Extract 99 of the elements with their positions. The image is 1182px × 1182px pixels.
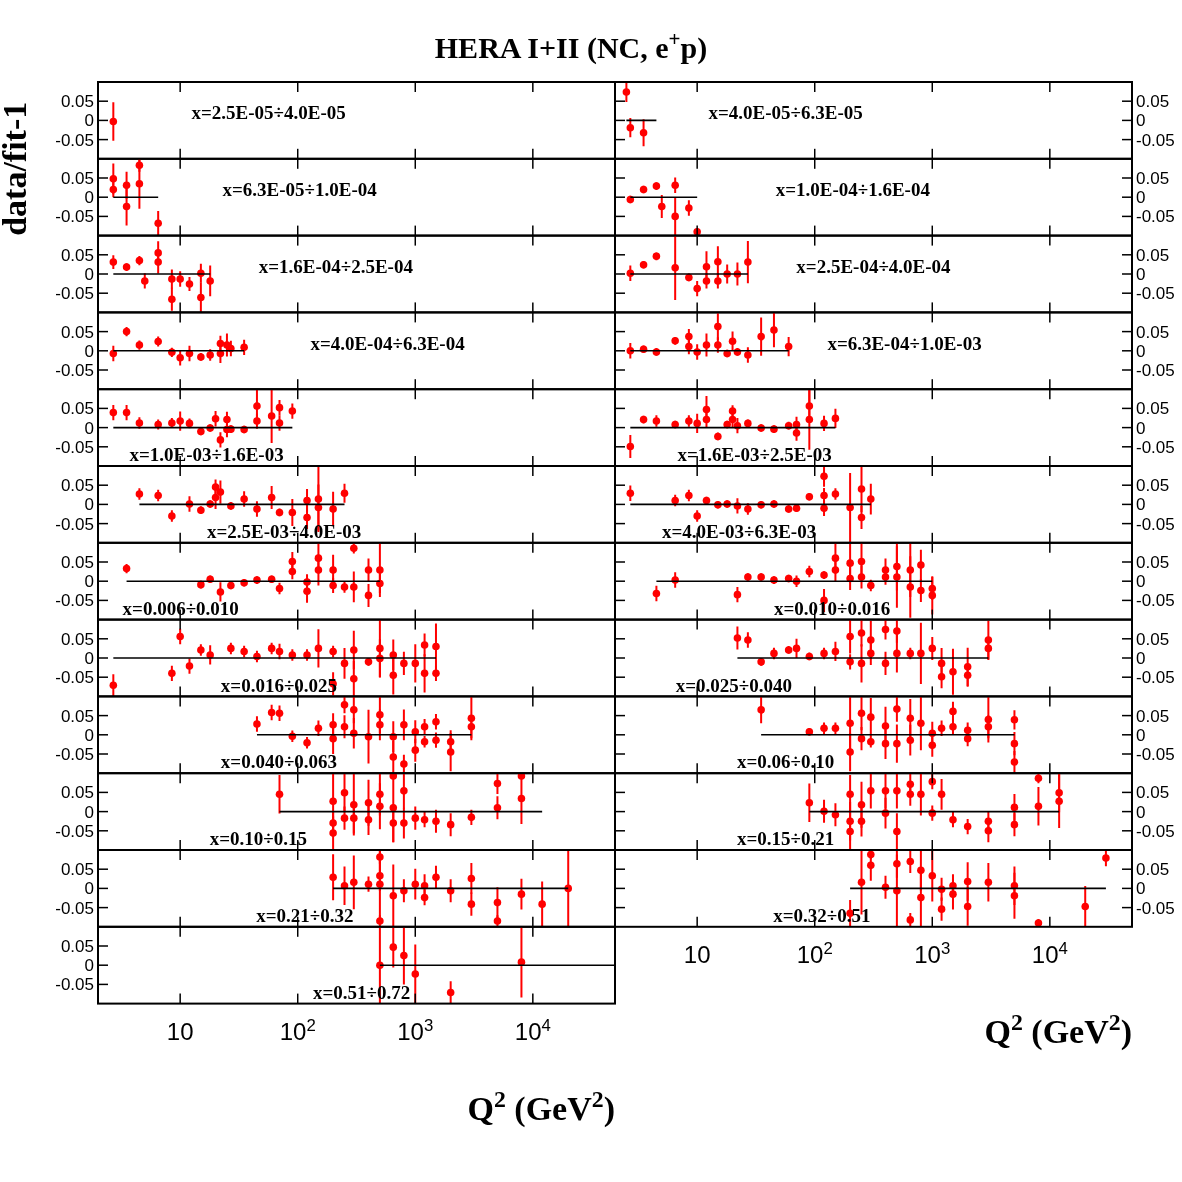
y-tick-label: 0.05 <box>60 783 94 803</box>
y-tick-label: -0.05 <box>1136 284 1175 304</box>
annotation: x=2.5E-05÷4.0E-05 <box>191 102 346 124</box>
y-tick-label: -0.05 <box>1136 898 1175 918</box>
y-tick-label: -0.05 <box>55 437 94 457</box>
y-tick-label: 0 <box>1136 495 1146 515</box>
chart-title: HERA I+II (NC, e$^{+}$p) <box>434 27 708 65</box>
y-tick-label: 0 <box>84 495 94 515</box>
annotation: x=0.06÷0.10 <box>736 751 835 773</box>
annotation: x=4.0E-03÷6.3E-03 <box>661 520 817 542</box>
y-tick-label: -0.05 <box>55 514 94 534</box>
x-tick-label: 10 <box>166 1017 194 1045</box>
y-tick-label: 0 <box>1136 111 1146 131</box>
x-axis-title: Q$^{2}$ (GeV$^{2}$) <box>467 1085 615 1128</box>
y-tick-label: 0 <box>1136 572 1146 592</box>
y-tick-label: -0.05 <box>55 207 94 227</box>
y-axis-title: data/fit-1 <box>0 101 33 236</box>
y-tick-label: 0.05 <box>1136 92 1170 112</box>
y-tick-label: -0.05 <box>1136 668 1175 688</box>
x-tick-label: 10 <box>683 940 711 968</box>
x-tick-label: 10$^{3}$ <box>914 938 951 968</box>
y-tick-label: 0.05 <box>1136 552 1170 572</box>
y-tick-label: 0.05 <box>1136 629 1170 649</box>
y-tick-label: 0 <box>84 418 94 438</box>
y-tick-label: 0 <box>1136 879 1146 899</box>
y-tick-label: -0.05 <box>55 360 94 380</box>
y-tick-label: 0 <box>84 725 94 745</box>
y-tick-label: 0.05 <box>1136 476 1170 496</box>
y-tick-label: -0.05 <box>55 130 94 150</box>
annotation: x=6.3E-04÷1.0E-03 <box>827 332 982 354</box>
y-tick-label: 0 <box>84 264 94 284</box>
annotation: x=0.025÷0.040 <box>675 674 793 696</box>
y-tick-label: -0.05 <box>1136 821 1175 841</box>
annotation: x=1.6E-04÷2.5E-04 <box>258 255 414 277</box>
x-tick-label: 10$^{2}$ <box>279 1015 316 1045</box>
y-tick-label: 0 <box>84 956 94 976</box>
y-tick-label: 0 <box>1136 648 1146 668</box>
y-tick-label: -0.05 <box>1136 360 1175 380</box>
y-tick-label: 0 <box>84 572 94 592</box>
x-axis-title: Q$^{2}$ (GeV$^{2}$) <box>984 1008 1132 1051</box>
y-tick-label: 0 <box>1136 725 1146 745</box>
y-tick-label: -0.05 <box>55 975 94 995</box>
y-tick-label: -0.05 <box>1136 130 1175 150</box>
y-tick-label: 0 <box>1136 264 1146 284</box>
annotation: x=0.15÷0.21 <box>736 828 835 850</box>
annotation: x=1.0E-03÷1.6E-03 <box>129 444 284 466</box>
annotation: x=0.040÷0.063 <box>220 751 338 773</box>
x-tick-label: 10$^{2}$ <box>796 938 833 968</box>
y-tick-label: 0.05 <box>1136 399 1170 419</box>
y-tick-label: 0.05 <box>60 399 94 419</box>
annotation: x=0.10÷0.15 <box>209 828 307 850</box>
y-tick-label: 0.05 <box>1136 322 1170 342</box>
annotation: x=4.0E-04÷6.3E-04 <box>310 332 466 354</box>
y-tick-label: 0 <box>1136 188 1146 208</box>
y-tick-label: 0 <box>1136 418 1146 438</box>
y-tick-label: 0.05 <box>1136 706 1170 726</box>
y-tick-label: 0.05 <box>1136 245 1170 265</box>
y-tick-label: 0.05 <box>60 860 94 880</box>
y-tick-label: -0.05 <box>55 821 94 841</box>
annotation: x=1.6E-03÷2.5E-03 <box>677 444 832 466</box>
y-tick-label: -0.05 <box>1136 437 1175 457</box>
y-tick-label: 0.05 <box>60 168 94 188</box>
annotation: x=0.21÷0.32 <box>256 904 354 926</box>
y-tick-label: 0 <box>1136 802 1146 822</box>
annotation: x=6.3E-05÷1.0E-04 <box>222 179 378 201</box>
y-tick-label: 0.05 <box>60 706 94 726</box>
y-tick-label: 0.05 <box>1136 860 1170 880</box>
x-tick-label: 10$^{3}$ <box>397 1015 434 1045</box>
y-tick-label: 0.05 <box>60 245 94 265</box>
y-tick-label: 0 <box>84 111 94 131</box>
y-tick-label: 0.05 <box>1136 168 1170 188</box>
y-tick-label: 0.05 <box>60 936 94 956</box>
y-tick-label: 0.05 <box>1136 783 1170 803</box>
annotation: x=4.0E-05÷6.3E-05 <box>708 102 863 124</box>
x-tick-label: 10$^{4}$ <box>514 1015 551 1045</box>
y-tick-label: 0.05 <box>60 322 94 342</box>
y-tick-label: 0 <box>84 879 94 899</box>
y-tick-label: -0.05 <box>1136 591 1175 611</box>
annotation: x=1.0E-04÷1.6E-04 <box>775 179 931 201</box>
y-tick-label: 0 <box>84 802 94 822</box>
y-tick-label: -0.05 <box>1136 514 1175 534</box>
y-tick-label: 0.05 <box>60 476 94 496</box>
y-tick-label: 0.05 <box>60 552 94 572</box>
y-tick-label: -0.05 <box>55 284 94 304</box>
y-tick-label: 0 <box>84 188 94 208</box>
annotation: x=0.006÷0.010 <box>122 597 239 619</box>
y-tick-label: -0.05 <box>55 898 94 918</box>
y-tick-label: -0.05 <box>1136 207 1175 227</box>
annotation: x=2.5E-04÷4.0E-04 <box>796 255 952 277</box>
y-tick-label: 0.05 <box>60 92 94 112</box>
x-tick-label: 10$^{4}$ <box>1031 938 1068 968</box>
y-tick-label: -0.05 <box>55 744 94 764</box>
y-tick-label: -0.05 <box>55 668 94 688</box>
y-tick-label: -0.05 <box>55 591 94 611</box>
y-tick-label: 0.05 <box>60 629 94 649</box>
y-tick-label: 0 <box>84 341 94 361</box>
y-tick-label: -0.05 <box>1136 744 1175 764</box>
y-tick-label: 0 <box>84 648 94 668</box>
y-tick-label: 0 <box>1136 341 1146 361</box>
